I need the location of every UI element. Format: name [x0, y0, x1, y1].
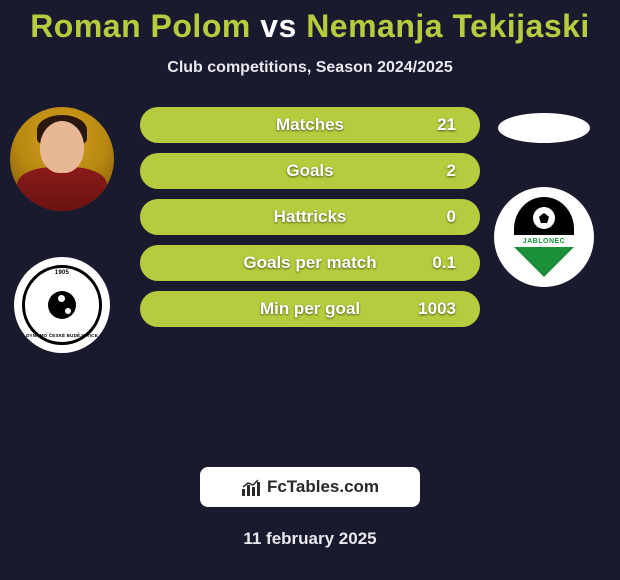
club1-year: 1905 [25, 270, 99, 276]
stat-bar-goals: Goals 2 [140, 153, 480, 189]
stat-bar-min-per-goal: Min per goal 1003 [140, 291, 480, 327]
title-vs: vs [260, 8, 297, 44]
player1-avatar [10, 107, 114, 211]
stat-value: 21 [437, 115, 456, 135]
player2-club-badge: JABLONEC [494, 187, 594, 287]
stat-bars: Matches 21 Goals 2 Hattricks 0 Goals per… [140, 107, 480, 337]
left-column: 1905 DYNAMO ČESKÉ BUDĚJOVICE [6, 107, 118, 353]
stat-label: Matches [142, 115, 478, 135]
stat-bar-matches: Matches 21 [140, 107, 480, 143]
player2-avatar-placeholder [498, 113, 590, 143]
player1-club-badge: 1905 DYNAMO ČESKÉ BUDĚJOVICE [14, 257, 110, 353]
stat-label: Goals per match [142, 253, 478, 273]
chart-icon [241, 477, 261, 497]
stat-bar-goals-per-match: Goals per match 0.1 [140, 245, 480, 281]
stat-bar-hattricks: Hattricks 0 [140, 199, 480, 235]
stat-label: Hattricks [142, 207, 478, 227]
title-player1: Roman Polom [30, 8, 251, 44]
right-column: JABLONEC [492, 107, 596, 287]
club1-name: DYNAMO ČESKÉ BUDĚJOVICE [25, 333, 99, 338]
soccer-ball-icon [48, 291, 76, 319]
stat-value: 0.1 [432, 253, 456, 273]
comparison-content: 1905 DYNAMO ČESKÉ BUDĚJOVICE JABLONEC Ma… [0, 107, 620, 407]
date-label: 11 february 2025 [0, 529, 620, 549]
stat-value: 2 [447, 161, 456, 181]
brand-text: FcTables.com [267, 477, 379, 497]
subtitle: Club competitions, Season 2024/2025 [0, 59, 620, 77]
club2-label: JABLONEC [514, 235, 574, 249]
soccer-ball-icon [533, 207, 555, 229]
title-player2: Nemanja Tekijaski [306, 8, 590, 44]
page-title: Roman Polom vs Nemanja Tekijaski [0, 0, 620, 45]
stat-label: Goals [142, 161, 478, 181]
stat-value: 1003 [418, 299, 456, 319]
stat-value: 0 [447, 207, 456, 227]
brand-box: FcTables.com [200, 467, 420, 507]
